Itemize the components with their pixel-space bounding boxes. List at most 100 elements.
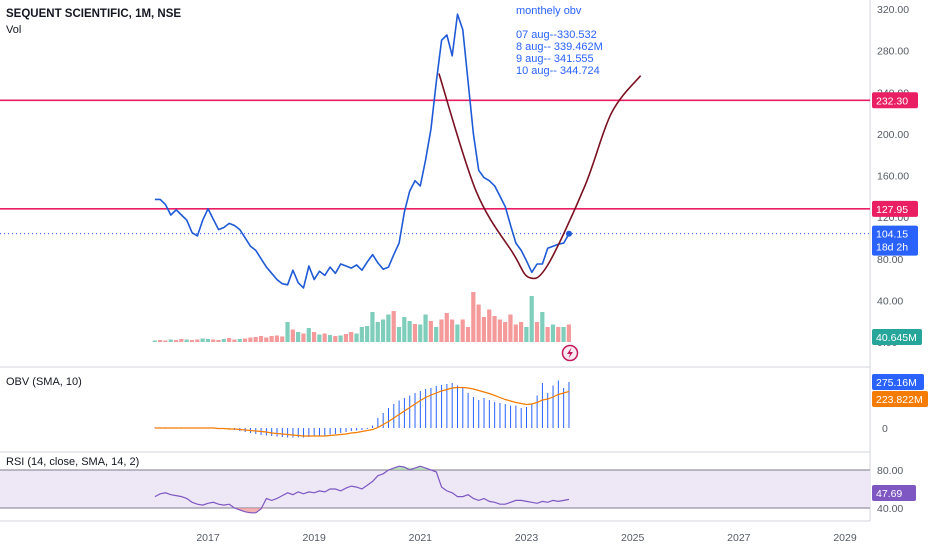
volume-bar [264, 337, 269, 342]
volume-bar [301, 333, 306, 342]
volume-bar [497, 319, 502, 342]
price-axis-tick: 200.00 [877, 129, 909, 141]
volume-bar [476, 304, 481, 342]
volume-bar [211, 339, 216, 342]
last-price-marker [565, 230, 572, 237]
volume-bar [158, 340, 163, 342]
obv-value-tag [872, 374, 924, 390]
volume-bar [545, 327, 550, 342]
volume-bar [492, 316, 497, 342]
volume-bar [322, 333, 327, 342]
time-axis-tick: 2021 [409, 532, 433, 544]
volume-bar [327, 335, 333, 342]
price-line [154, 13, 570, 289]
volume-bar [529, 296, 534, 342]
volume-bar [269, 336, 274, 342]
obv-sma-tag [872, 391, 928, 407]
volume-bar [274, 335, 280, 342]
annotation-line[interactable]: 10 aug-- 344.724 [516, 65, 600, 77]
volume-bar [221, 339, 226, 342]
obv-axis-tick: 0 [882, 423, 888, 435]
volume-bar [418, 324, 423, 342]
rsi-series [154, 465, 570, 514]
volume-bar [179, 339, 184, 342]
axes: 320.00280.00240.00200.00160.00120.0080.0… [196, 4, 909, 544]
volume-bar [449, 319, 455, 342]
volume-bar [534, 322, 540, 342]
volume-bar [566, 324, 571, 342]
volume-bar [455, 324, 460, 342]
volume-bar [460, 319, 465, 342]
volume-bar [556, 327, 561, 342]
price-axis-tick: 160.00 [877, 171, 909, 183]
volume-bar [375, 322, 380, 342]
volume-bar [285, 322, 290, 342]
annotation-line[interactable]: 8 aug-- 339.462M [516, 41, 603, 53]
volume-bar [550, 324, 556, 342]
volume-bar [280, 336, 285, 342]
volume-bar [349, 332, 354, 342]
volume-bar [370, 312, 375, 342]
volume-bar [428, 321, 433, 342]
volume-bar [465, 327, 471, 342]
obv-value-label: 275.16M [876, 377, 917, 389]
level-price-label: 232.30 [876, 95, 908, 107]
volume-bar [258, 336, 264, 342]
time-axis-tick: 2025 [621, 532, 645, 544]
horizontal-levels[interactable] [0, 99, 870, 235]
annotation-title[interactable]: monthely obv [516, 5, 582, 17]
time-axis-tick: 2019 [302, 532, 326, 544]
level-price-tag [872, 92, 918, 109]
cup-curve-drawing[interactable] [438, 73, 642, 280]
volume-bar [338, 335, 343, 342]
rsi-value-tag [872, 485, 916, 501]
volume-bar [540, 312, 545, 342]
volume-bar [412, 324, 418, 342]
volume-bar [518, 322, 524, 342]
rsi-line [154, 465, 570, 514]
volume-bar [481, 317, 487, 342]
volume-bar [380, 319, 386, 342]
volume-bar [189, 340, 195, 342]
volume-bar [195, 339, 200, 342]
time-axis-tick: 2023 [515, 532, 539, 544]
rsi-axis-tick: 80.00 [877, 465, 903, 477]
volume-bar [365, 326, 370, 342]
obv-sma-label: 223.822M [876, 394, 923, 406]
volume-bar [407, 321, 412, 342]
rsi-value-label: 47.69 [876, 488, 902, 500]
volume-bar [216, 340, 221, 342]
annotation-line[interactable]: 9 aug-- 341.555 [516, 53, 594, 65]
volume-bar [396, 327, 402, 342]
level-price-tag [872, 200, 918, 217]
volume-bar [184, 339, 189, 342]
volume-bar [343, 334, 349, 342]
volume-bar [173, 340, 179, 342]
price-axis-tick: 80.00 [877, 254, 903, 266]
volume-bar [168, 339, 173, 342]
volume-bar [439, 319, 444, 342]
volume-bar [311, 332, 317, 342]
volume-bar [253, 337, 258, 342]
volume-bar [227, 338, 232, 342]
rsi-overbought-fill [387, 466, 432, 470]
volume-bar [508, 314, 513, 342]
volume-bar [423, 314, 428, 342]
volume-bar [471, 292, 476, 342]
last-price-label: 104.15 [876, 229, 908, 241]
annotation-line[interactable]: 07 aug--330.532 [516, 29, 597, 41]
volume-bar [354, 333, 359, 342]
volume-bar [163, 340, 168, 342]
level-price-label: 127.95 [876, 204, 908, 216]
volume-bar [200, 338, 205, 342]
price-series [154, 13, 642, 289]
lightning-bolt-icon[interactable] [561, 344, 579, 362]
volume-bar [232, 339, 237, 342]
volume-value-label: 40.645M [876, 332, 917, 344]
rsi-axis-tick: 40.00 [877, 503, 903, 515]
volume-bar [402, 317, 407, 342]
volume-value-tag [872, 329, 922, 345]
volume-bar [152, 340, 157, 342]
